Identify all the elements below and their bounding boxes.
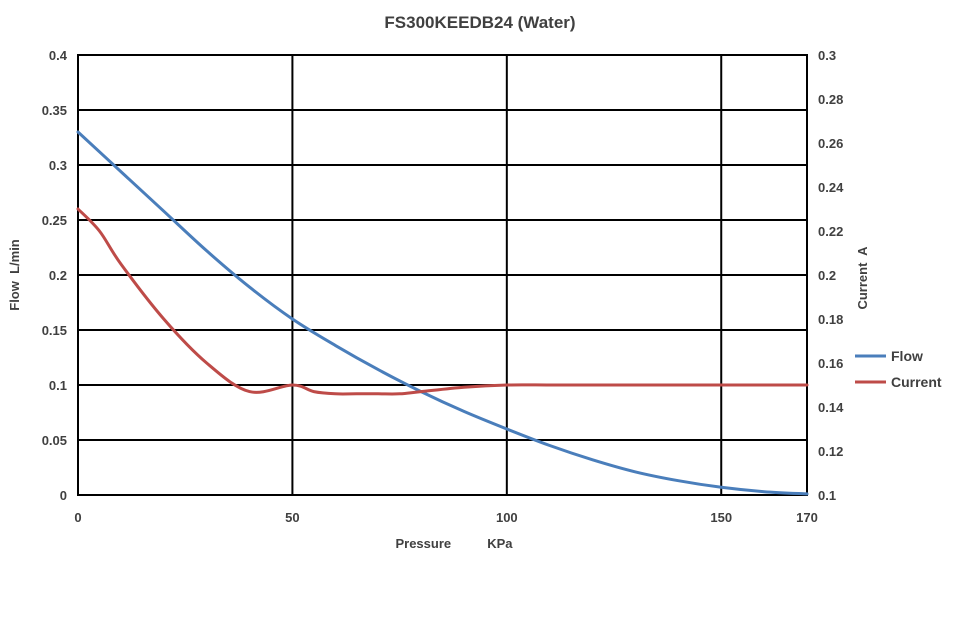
- x-axis-label: Pressure KPa: [395, 536, 513, 551]
- y-tick-label: 0.15: [42, 323, 67, 338]
- y2-tick-label: 0.3: [818, 48, 836, 63]
- x-tick-label: 150: [710, 510, 732, 525]
- series-line-current: [76, 207, 809, 396]
- y-tick-label: 0.4: [49, 48, 68, 63]
- y2-tick-label: 0.28: [818, 92, 843, 107]
- y2-tick-label: 0.16: [818, 356, 843, 371]
- y2-tick-label: 0.12: [818, 444, 843, 459]
- x-tick-label: 0: [74, 510, 81, 525]
- legend-label: Flow: [891, 348, 923, 364]
- y2-tick-label: 0.22: [818, 224, 843, 239]
- y-tick-label: 0: [60, 488, 67, 503]
- y2-tick-label: 0.24: [818, 180, 844, 195]
- legend-label: Current: [891, 374, 942, 390]
- y-axis-label: Flow L/min: [7, 239, 22, 311]
- chart-title: FS300KEEDB24 (Water): [384, 13, 575, 32]
- y-tick-label: 0.25: [42, 213, 67, 228]
- y2-tick-label: 0.14: [818, 400, 844, 415]
- y2-axis-label: Current A: [855, 246, 870, 310]
- y2-tick-label: 0.26: [818, 136, 843, 151]
- y-tick-label: 0.3: [49, 158, 67, 173]
- y-tick-label: 0.1: [49, 378, 67, 393]
- x-tick-label: 50: [285, 510, 299, 525]
- y-tick-label: 0.2: [49, 268, 67, 283]
- series-line-flow: [76, 130, 809, 496]
- y-tick-label: 0.05: [42, 433, 67, 448]
- plot-area: 0 0.05 0.1 0.15 0.2 0.25 0.3 0.35 0.4 0.1 0.12 0.14…: [42, 48, 844, 525]
- legend: Flow Current: [855, 348, 942, 390]
- y2-tick-label: 0.18: [818, 312, 843, 327]
- y2-tick-label: 0.1: [818, 488, 836, 503]
- y-tick-label: 0.35: [42, 103, 67, 118]
- plot-border: [77, 54, 808, 496]
- x-tick-label: 100: [496, 510, 518, 525]
- x-tick-label: 170: [796, 510, 818, 525]
- y2-tick-label: 0.2: [818, 268, 836, 283]
